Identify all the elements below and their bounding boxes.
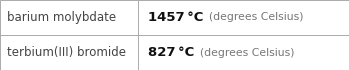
Text: (degrees Celsius): (degrees Celsius) (200, 48, 294, 57)
Text: 827 °C: 827 °C (148, 46, 195, 59)
Text: (degrees Celsius): (degrees Celsius) (209, 13, 303, 22)
Text: terbium(III) bromide: terbium(III) bromide (7, 46, 126, 59)
Text: barium molybdate: barium molybdate (7, 11, 116, 24)
Text: 1457 °C: 1457 °C (148, 11, 204, 24)
